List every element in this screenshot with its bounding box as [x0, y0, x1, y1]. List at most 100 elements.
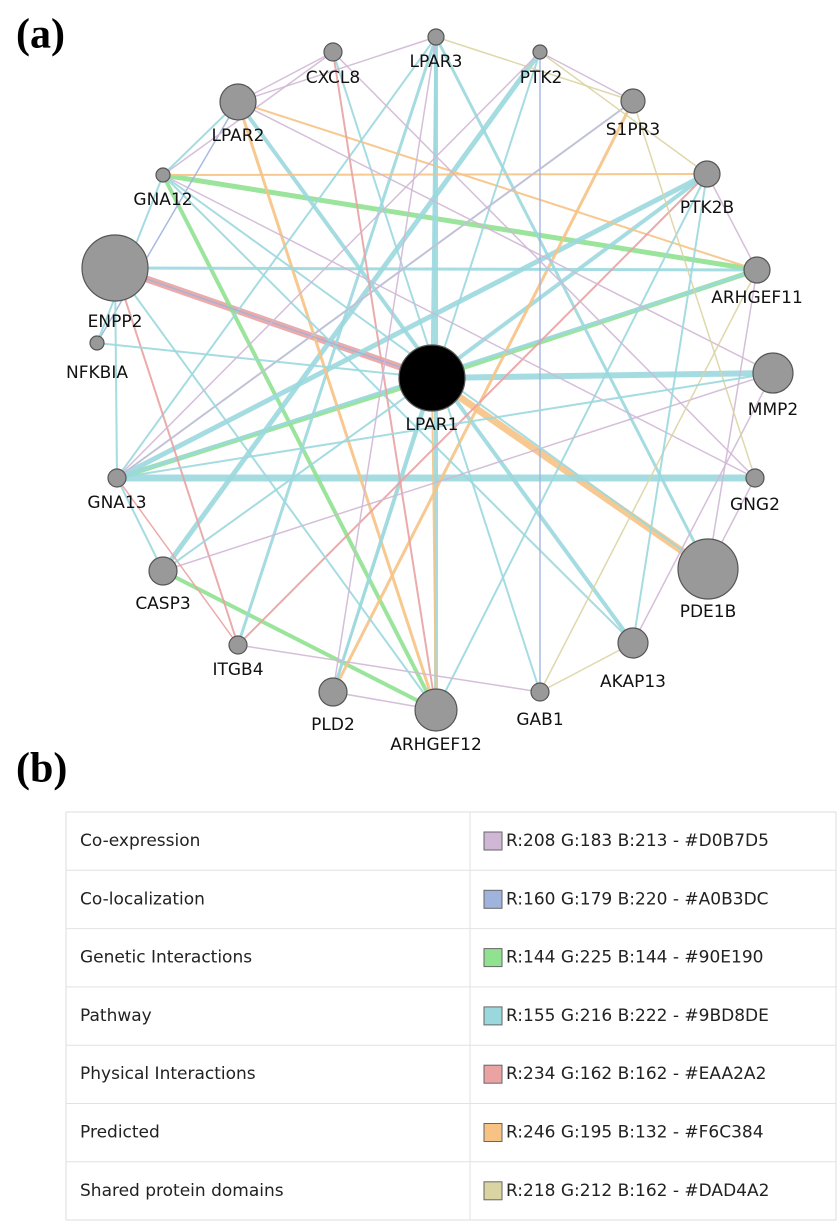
edge	[431, 370, 774, 381]
node	[532, 44, 548, 60]
edge	[430, 36, 438, 379]
legend-color-label: R:218 G:212 B:162 - #DAD4A2	[506, 1181, 769, 1201]
edge	[116, 100, 634, 479]
legend-color-label: R:155 G:216 B:222 - #9BD8DE	[506, 1006, 769, 1026]
legend-swatch	[483, 1181, 503, 1201]
node-label: ARHGEF11	[711, 288, 803, 308]
edge	[435, 173, 708, 711]
nodes: LPAR1 LPAR3 CXCL8 PTK2 LPAR2 S1PR3 GNA12 PTK2B E…	[66, 28, 803, 755]
node-label: AKAP13	[600, 672, 666, 692]
edge	[162, 174, 756, 479]
edge	[116, 372, 774, 479]
node-label: ITGB4	[212, 660, 263, 680]
node-label: GAB1	[516, 710, 563, 730]
legend-name: Shared protein domains	[80, 1181, 284, 1201]
node	[427, 28, 445, 46]
node-label: PDE1B	[680, 602, 737, 622]
edge	[430, 172, 709, 380]
edge	[237, 644, 541, 693]
edge	[539, 269, 758, 693]
edge	[632, 100, 756, 479]
legend-swatch	[483, 1123, 503, 1142]
edge	[114, 267, 437, 711]
node	[752, 352, 794, 394]
edge	[162, 377, 433, 572]
node	[155, 167, 171, 183]
node-label: LPAR1	[406, 415, 459, 435]
node-label: GNA12	[133, 190, 192, 210]
legend-swatch	[483, 948, 503, 968]
node	[617, 627, 649, 659]
edge	[706, 173, 758, 271]
node	[323, 42, 343, 62]
edge	[632, 372, 774, 644]
legend-name: Co-expression	[80, 831, 200, 851]
edge	[539, 51, 708, 175]
edge	[115, 171, 709, 481]
node-label: CXCL8	[306, 68, 360, 88]
edge	[707, 269, 758, 570]
edge	[114, 266, 758, 272]
edge	[114, 267, 239, 646]
edge	[162, 174, 634, 644]
edge	[237, 36, 437, 103]
node-label: PTK2B	[680, 198, 734, 218]
node	[677, 538, 739, 600]
edge	[331, 100, 635, 693]
node	[530, 682, 550, 702]
legend-name: Genetic Interactions	[80, 948, 252, 968]
node	[81, 234, 149, 302]
legend-swatch	[483, 831, 503, 851]
node-label: PLD2	[311, 715, 355, 735]
edge	[332, 51, 437, 711]
edge	[539, 51, 634, 102]
edge	[431, 377, 437, 711]
edge	[116, 51, 541, 479]
legend-name: Physical Interactions	[80, 1064, 256, 1084]
node-label: NFKBIA	[66, 363, 128, 383]
legend-swatch	[483, 889, 503, 909]
legend-color-label: R:160 G:179 B:220 - #A0B3DC	[506, 889, 769, 909]
panel-label: (b)	[16, 746, 67, 792]
panel-label: (a)	[16, 12, 65, 58]
node-label: MMP2	[748, 400, 798, 420]
edge	[435, 36, 634, 102]
node-label: ARHGEF12	[390, 735, 482, 755]
node	[318, 677, 348, 707]
node-label: ENPP2	[88, 312, 143, 332]
edge	[161, 174, 438, 711]
legend-name: Predicted	[80, 1123, 160, 1143]
edge	[236, 36, 438, 646]
node-label: GNG2	[730, 495, 780, 515]
legend-name: Co-localization	[80, 889, 205, 909]
node	[228, 635, 248, 655]
legend-color-label: R:246 G:195 B:132 - #F6C384	[506, 1123, 764, 1143]
legend-swatch	[483, 1064, 503, 1084]
edge	[116, 477, 164, 572]
edge	[539, 642, 634, 693]
edge	[96, 101, 239, 344]
node-label: LPAR3	[410, 52, 463, 72]
edge	[162, 172, 758, 273]
node	[693, 160, 721, 188]
edge	[237, 173, 708, 646]
legend: Co-expression R:208 G:183 B:213 - #D0B7D5…	[65, 811, 837, 1221]
node	[414, 688, 458, 732]
legend-color-label: R:144 G:225 B:144 - #90E190	[506, 948, 763, 968]
legend-frame	[65, 811, 837, 1221]
edge	[430, 375, 710, 572]
node-label: LPAR2	[212, 126, 265, 146]
edge	[434, 36, 710, 570]
node-label: GNA13	[87, 493, 146, 513]
legend-swatch	[483, 1006, 503, 1026]
legend-color-label: R:208 G:183 B:213 - #D0B7D5	[506, 831, 769, 851]
node	[743, 256, 771, 284]
edge	[162, 569, 437, 712]
node	[148, 556, 178, 586]
edge	[332, 36, 437, 693]
node	[398, 344, 466, 412]
edge	[332, 51, 756, 479]
node	[219, 83, 257, 121]
edge	[237, 101, 774, 374]
legend-name: Pathway	[80, 1006, 152, 1026]
